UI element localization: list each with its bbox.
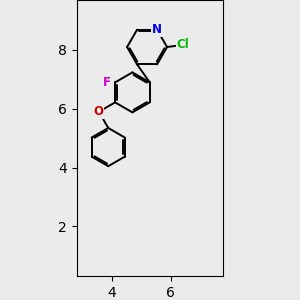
Text: Cl: Cl (177, 38, 190, 51)
Text: N: N (152, 23, 162, 36)
Text: F: F (103, 76, 111, 89)
Text: O: O (94, 105, 104, 118)
